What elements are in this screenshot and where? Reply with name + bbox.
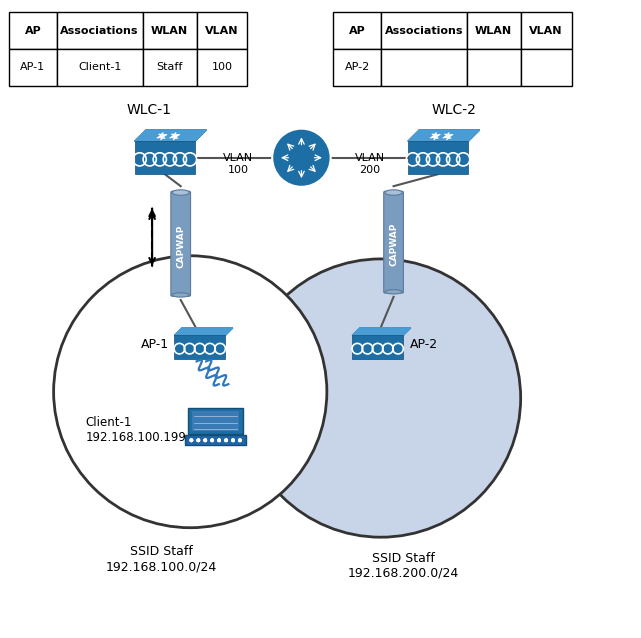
Text: WLC-1: WLC-1 xyxy=(126,103,171,117)
Polygon shape xyxy=(174,328,233,336)
Circle shape xyxy=(231,438,235,442)
Circle shape xyxy=(224,438,228,442)
Bar xyxy=(381,49,467,85)
Circle shape xyxy=(210,438,214,442)
Circle shape xyxy=(203,438,207,442)
Bar xyxy=(381,12,467,49)
Text: VLAN
100: VLAN 100 xyxy=(223,153,253,175)
FancyBboxPatch shape xyxy=(384,191,403,293)
Text: AP-2: AP-2 xyxy=(344,63,370,72)
Circle shape xyxy=(241,259,520,537)
Circle shape xyxy=(190,438,193,442)
Polygon shape xyxy=(353,328,411,336)
FancyBboxPatch shape xyxy=(174,336,225,359)
Circle shape xyxy=(203,438,207,442)
Text: AP: AP xyxy=(349,26,365,36)
Bar xyxy=(197,12,247,49)
Circle shape xyxy=(196,438,200,442)
Polygon shape xyxy=(408,130,479,141)
FancyBboxPatch shape xyxy=(353,336,403,359)
Bar xyxy=(9,49,57,85)
Text: Client-1
192.168.100.199: Client-1 192.168.100.199 xyxy=(85,416,187,443)
Ellipse shape xyxy=(385,189,402,195)
Ellipse shape xyxy=(385,290,402,294)
Circle shape xyxy=(224,438,228,442)
Circle shape xyxy=(210,438,214,442)
Ellipse shape xyxy=(172,189,189,195)
Text: SSID Staff
192.168.200.0/24: SSID Staff 192.168.200.0/24 xyxy=(347,552,459,580)
Circle shape xyxy=(238,438,242,442)
Circle shape xyxy=(238,438,242,442)
Text: WLC-2: WLC-2 xyxy=(431,103,476,117)
Circle shape xyxy=(217,438,221,442)
FancyBboxPatch shape xyxy=(185,435,246,445)
Text: 100: 100 xyxy=(212,63,233,72)
Circle shape xyxy=(210,438,214,442)
Bar xyxy=(9,12,57,49)
Circle shape xyxy=(238,438,242,442)
Bar xyxy=(57,49,142,85)
Bar xyxy=(142,12,197,49)
Text: AP: AP xyxy=(24,26,41,36)
Text: SSID Staff
192.168.100.0/24: SSID Staff 192.168.100.0/24 xyxy=(106,545,217,574)
Bar xyxy=(467,12,520,49)
Circle shape xyxy=(54,256,327,528)
Bar xyxy=(467,49,520,85)
Circle shape xyxy=(210,438,214,442)
Text: WLAN: WLAN xyxy=(151,26,188,36)
Circle shape xyxy=(217,438,221,442)
Text: AP-1: AP-1 xyxy=(141,338,169,351)
Text: CAPWAP: CAPWAP xyxy=(176,225,185,268)
Text: Staff: Staff xyxy=(156,63,183,72)
Circle shape xyxy=(224,438,228,442)
Circle shape xyxy=(224,438,228,442)
Bar xyxy=(142,49,197,85)
Circle shape xyxy=(196,438,200,442)
Text: CAPWAP: CAPWAP xyxy=(389,223,398,267)
Text: AP-1: AP-1 xyxy=(21,63,46,72)
Circle shape xyxy=(238,438,242,442)
Bar xyxy=(520,12,572,49)
Bar xyxy=(197,49,247,85)
Circle shape xyxy=(190,438,193,442)
FancyBboxPatch shape xyxy=(408,141,468,174)
Text: VLAN
200: VLAN 200 xyxy=(355,153,385,175)
Circle shape xyxy=(196,438,200,442)
Circle shape xyxy=(196,438,200,442)
Bar xyxy=(192,412,239,431)
FancyBboxPatch shape xyxy=(171,191,190,296)
Polygon shape xyxy=(174,328,233,336)
Text: Associations: Associations xyxy=(385,26,463,36)
Text: Associations: Associations xyxy=(60,26,139,36)
Circle shape xyxy=(203,438,207,442)
Circle shape xyxy=(231,438,235,442)
Bar xyxy=(520,49,572,85)
Bar xyxy=(333,49,381,85)
Polygon shape xyxy=(135,130,206,141)
Circle shape xyxy=(203,438,207,442)
Polygon shape xyxy=(353,328,411,336)
Bar xyxy=(57,12,142,49)
Text: VLAN: VLAN xyxy=(205,26,238,36)
Circle shape xyxy=(190,438,193,442)
Circle shape xyxy=(231,438,235,442)
Polygon shape xyxy=(408,130,479,141)
Circle shape xyxy=(190,438,193,442)
FancyBboxPatch shape xyxy=(135,141,195,174)
Text: WLAN: WLAN xyxy=(475,26,512,36)
Circle shape xyxy=(217,438,221,442)
Circle shape xyxy=(231,438,235,442)
Text: VLAN: VLAN xyxy=(529,26,563,36)
Circle shape xyxy=(272,129,331,187)
Text: AP-2: AP-2 xyxy=(410,338,438,351)
Polygon shape xyxy=(135,130,206,141)
Ellipse shape xyxy=(172,293,189,297)
Text: Client-1: Client-1 xyxy=(78,63,121,72)
Bar xyxy=(333,12,381,49)
Circle shape xyxy=(217,438,221,442)
FancyBboxPatch shape xyxy=(188,408,244,434)
